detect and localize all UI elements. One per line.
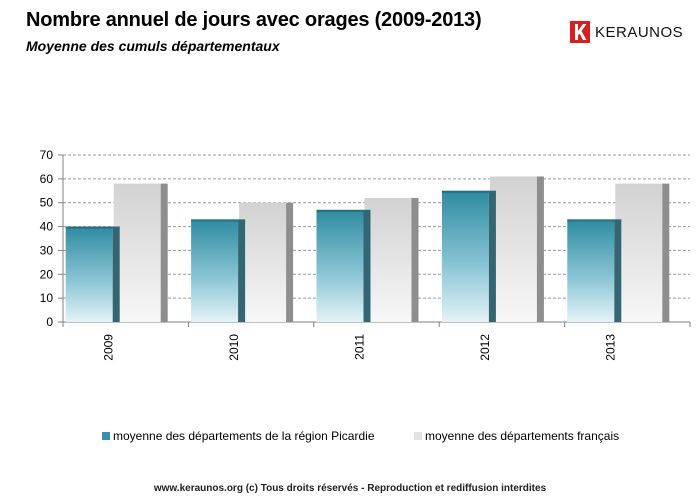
x-tick-label-2012: 2012 xyxy=(478,334,492,361)
bar-france-2012 xyxy=(489,176,537,322)
bar-france-side-2010 xyxy=(286,202,294,322)
legend: moyenne des départements de la région Pi… xyxy=(0,429,700,445)
x-tick-label-2013: 2013 xyxy=(603,334,617,361)
legend-swatch-france xyxy=(414,432,422,440)
y-tick-label-10: 10 xyxy=(40,291,54,305)
legend-item-picardie: moyenne des départements de la région Pi… xyxy=(102,429,375,443)
y-tick-label-0: 0 xyxy=(46,315,53,329)
bar-picardie-top-2012 xyxy=(441,190,496,193)
bar-france-2013 xyxy=(615,183,663,322)
legend-swatch-picardie xyxy=(102,432,110,440)
brand-logo: KERAUNOS xyxy=(570,20,683,44)
brand-name: KERAUNOS xyxy=(595,23,684,41)
bar-france-2009 xyxy=(113,183,161,322)
y-tick-label-60: 60 xyxy=(40,172,54,186)
bar-france-side-2012 xyxy=(536,176,544,322)
bar-france-side-2009 xyxy=(160,183,168,322)
x-tick-label-2011: 2011 xyxy=(353,334,367,360)
x-tick-label-2010: 2010 xyxy=(227,334,241,361)
bar-picardie-side-2012 xyxy=(488,190,496,322)
chart-title: Nombre annuel de jours avec orages (2009… xyxy=(26,9,482,31)
bar-france-2011 xyxy=(364,197,412,322)
bar-picardie-2012 xyxy=(441,190,489,322)
bar-picardie-side-2013 xyxy=(614,219,622,322)
bar-picardie-top-2009 xyxy=(65,226,120,229)
bar-france-side-2011 xyxy=(411,197,419,322)
bar-picardie-side-2009 xyxy=(112,226,120,322)
bar-chart: 0 10 20 30 40 50 60 70 2009 2010 2011 2012 2013 xyxy=(40,148,691,361)
y-tick-label-20: 20 xyxy=(40,267,54,281)
bar-picardie-top-2011 xyxy=(316,209,371,212)
bar-france-side-2013 xyxy=(662,183,670,322)
bar-picardie-side-2010 xyxy=(238,219,246,322)
y-tick-label-30: 30 xyxy=(40,243,54,257)
keraunos-logo-icon xyxy=(570,21,590,43)
bar-picardie-2013 xyxy=(567,219,615,322)
bar-france-2010 xyxy=(239,202,287,322)
legend-item-france: moyenne des départements français xyxy=(414,429,619,443)
copyright-footer: www.keraunos.org (c) Tous droits réservé… xyxy=(153,483,547,494)
bar-picardie-2009 xyxy=(65,226,113,322)
bar-picardie-side-2011 xyxy=(363,209,371,322)
y-tick-label-50: 50 xyxy=(40,196,54,210)
chart-subtitle: Moyenne des cumuls départementaux xyxy=(26,38,280,54)
y-tick-label-40: 40 xyxy=(40,220,54,234)
bars xyxy=(65,176,670,322)
legend-label-picardie: moyenne des départements de la région Pi… xyxy=(113,429,375,443)
bar-picardie-2010 xyxy=(191,219,239,322)
x-tick-label-2009: 2009 xyxy=(102,334,116,361)
y-tick-label-70: 70 xyxy=(40,148,54,162)
tick-labels: 0 10 20 30 40 50 60 70 2009 2010 2011 2012 2013 xyxy=(40,148,618,361)
legend-label-france: moyenne des départements français xyxy=(425,429,620,443)
bar-picardie-top-2010 xyxy=(191,219,246,222)
bar-picardie-top-2013 xyxy=(567,219,622,222)
bar-picardie-2011 xyxy=(316,209,364,322)
